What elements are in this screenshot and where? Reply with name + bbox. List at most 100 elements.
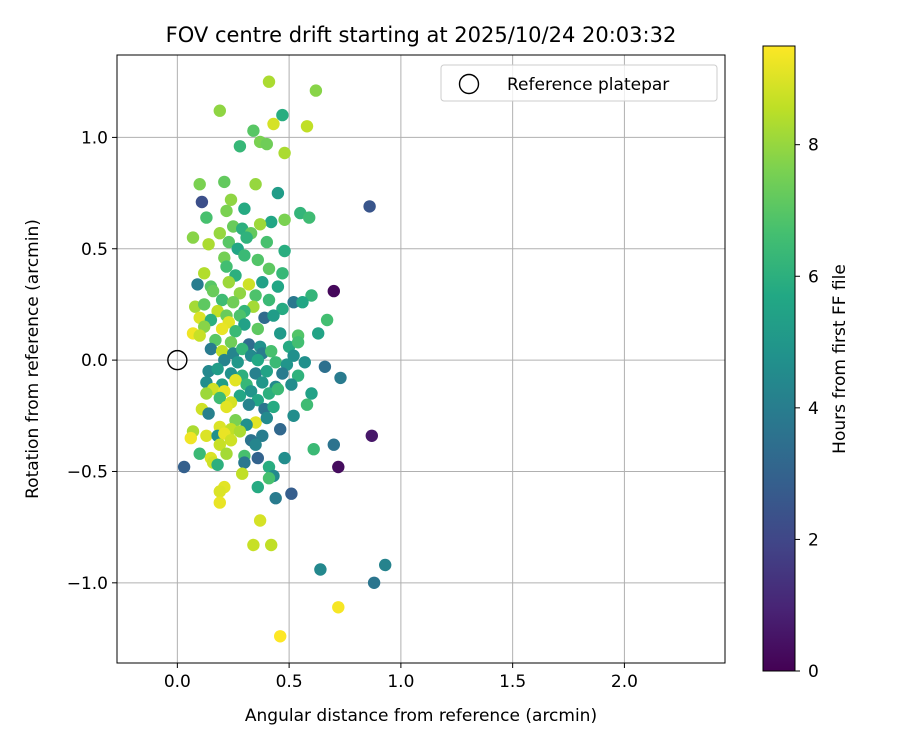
data-point (251, 451, 264, 465)
data-point (233, 425, 247, 438)
data-point (227, 296, 240, 309)
data-point (267, 400, 280, 414)
data-point (238, 202, 251, 215)
data-point (249, 289, 262, 302)
data-point (334, 371, 347, 385)
data-point (274, 423, 287, 436)
data-point (265, 215, 278, 229)
data-point (260, 365, 273, 378)
x-tick-label: 1.5 (499, 672, 526, 692)
data-point (274, 327, 287, 340)
y-tick-label: 0.0 (81, 351, 108, 371)
y-tick-label: 0.5 (81, 240, 108, 260)
data-point (363, 200, 376, 213)
data-point (236, 467, 249, 480)
data-point (291, 369, 305, 382)
data-point (211, 362, 224, 376)
colorbar-tick-label: 2 (808, 530, 819, 550)
data-point (215, 322, 229, 336)
colorbar-tick-label: 0 (808, 662, 819, 682)
data-point (202, 238, 215, 251)
legend-box (440, 64, 718, 102)
data-point (267, 309, 280, 322)
data-point (249, 178, 262, 191)
y-tick-label: −1.0 (67, 574, 108, 594)
data-point (193, 447, 206, 460)
data-point (222, 235, 235, 249)
colorbar-label: Hours from first FF file (830, 264, 850, 454)
data-point (238, 249, 251, 262)
data-point (256, 429, 269, 442)
y-axis-ticks: −1.0 −0.5 0.0 0.5 1.0 (67, 128, 117, 594)
data-point (276, 267, 289, 280)
data-point (320, 313, 334, 327)
data-point (244, 385, 258, 398)
data-point (271, 186, 285, 200)
data-point (251, 353, 264, 367)
data-point (195, 195, 209, 209)
data-point (238, 456, 251, 469)
data-point (287, 409, 300, 422)
data-point (213, 485, 226, 498)
data-point (296, 296, 309, 309)
data-point (242, 398, 256, 411)
y-axis-label: Rotation from reference (arcmin) (23, 219, 43, 499)
plot-frame (116, 54, 726, 664)
data-point (218, 353, 231, 367)
data-point (332, 601, 345, 614)
data-point (307, 443, 320, 456)
data-point (193, 329, 206, 342)
x-tick-label: 0.5 (276, 672, 303, 692)
legend: Reference platepar (440, 64, 718, 102)
data-point (211, 458, 224, 471)
data-point (186, 231, 200, 244)
data-point (247, 538, 260, 552)
data-point (379, 558, 392, 572)
data-point (213, 391, 226, 405)
data-point (220, 204, 233, 218)
data-point (265, 538, 278, 552)
data-point (278, 451, 291, 465)
data-point (287, 296, 300, 309)
data-point (213, 496, 226, 509)
data-point (262, 293, 276, 307)
data-point (327, 284, 340, 298)
data-point (242, 278, 256, 291)
data-point (224, 434, 238, 447)
data-point (236, 342, 249, 356)
colorbar-tick-label: 6 (808, 267, 819, 287)
plot-area (117, 55, 725, 663)
data-point (305, 289, 318, 302)
data-point (309, 84, 323, 97)
data-point (271, 280, 285, 293)
data-point (198, 267, 211, 280)
data-point (269, 356, 282, 369)
x-tick-label: 1.0 (387, 672, 414, 692)
data-point (220, 260, 233, 273)
data-point (224, 336, 238, 349)
data-point (251, 322, 264, 336)
data-point (285, 378, 298, 391)
data-point (300, 398, 314, 411)
data-point (200, 211, 213, 224)
data-point (260, 235, 273, 249)
data-point (251, 480, 264, 494)
data-point (327, 438, 340, 451)
data-point (256, 376, 269, 389)
data-point (260, 411, 273, 425)
data-point (249, 438, 262, 451)
data-point (262, 262, 276, 275)
data-point (220, 400, 233, 414)
data-point (238, 318, 251, 331)
data-point (193, 178, 206, 191)
data-point (278, 213, 291, 226)
data-point (276, 108, 289, 122)
data-point (298, 356, 311, 369)
data-point (312, 327, 325, 340)
data-point (253, 218, 267, 231)
data-point (271, 382, 285, 396)
data-point (229, 325, 242, 338)
legend-marker (458, 73, 480, 95)
data-point (278, 146, 291, 160)
colorbar-tick-label: 4 (808, 399, 819, 419)
